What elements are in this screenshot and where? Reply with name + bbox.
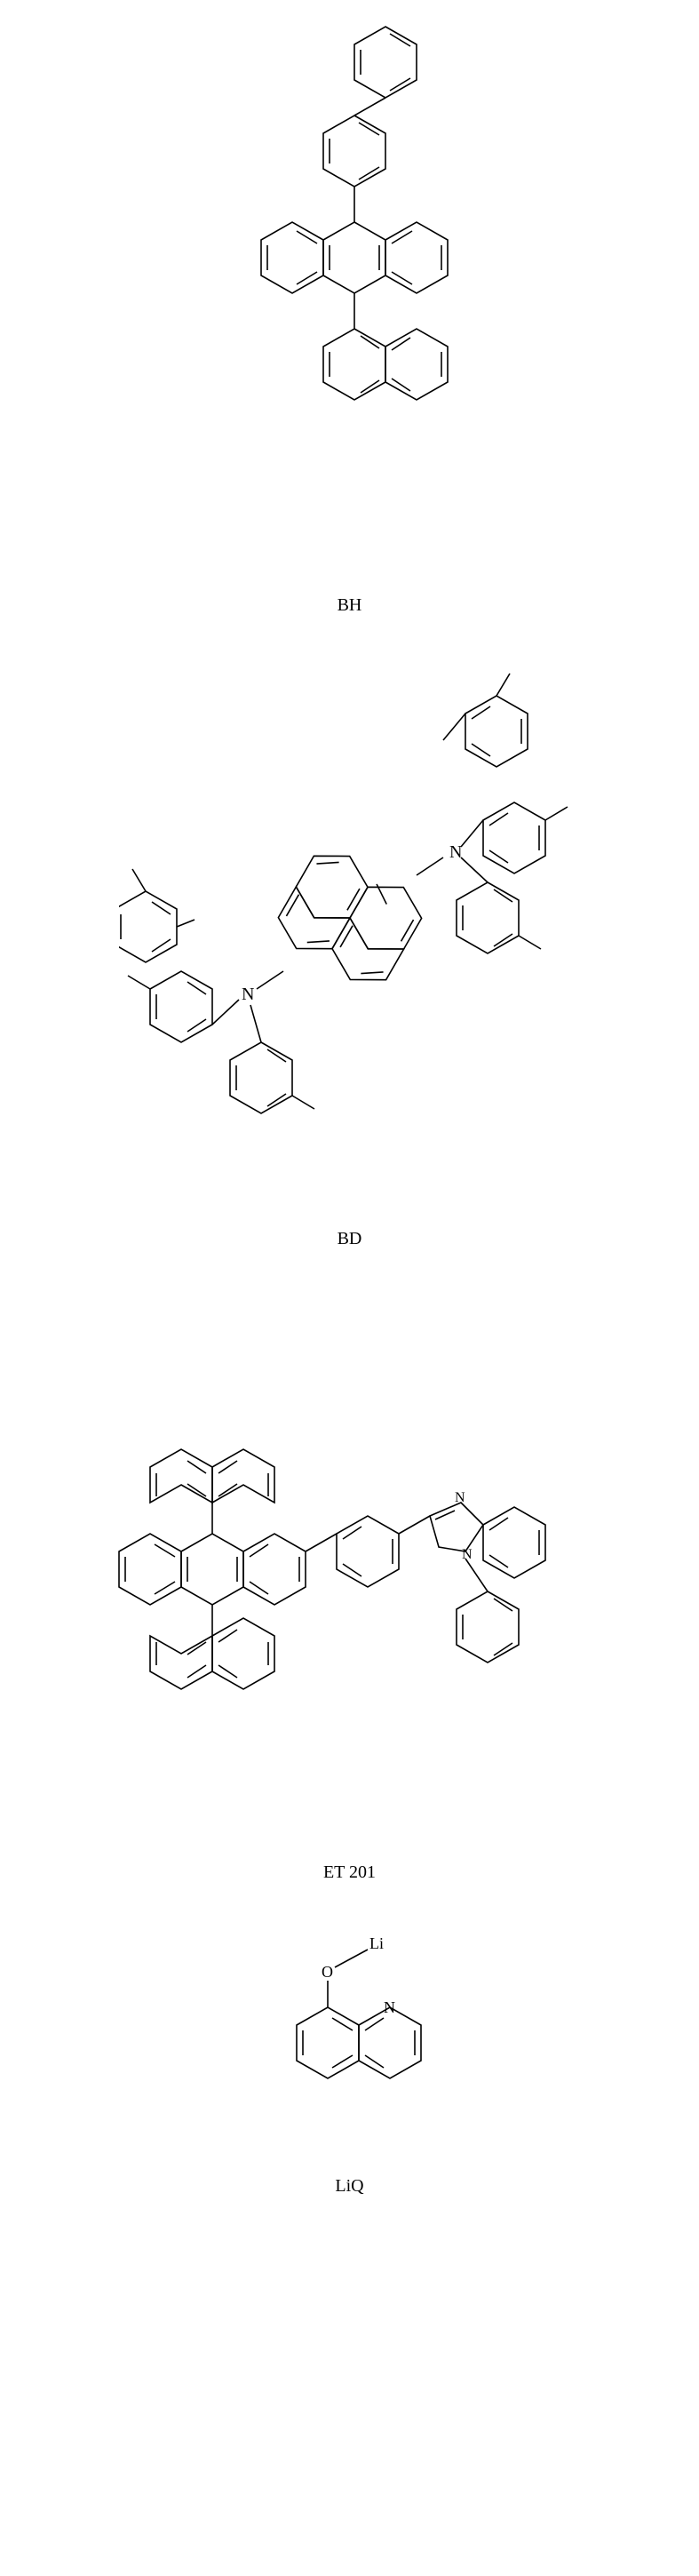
svg-text:N: N xyxy=(449,842,462,862)
svg-text:N: N xyxy=(242,985,254,1004)
structure-liq: N O Li xyxy=(234,1918,465,2167)
svg-text:O: O xyxy=(322,1963,333,1981)
svg-text:Li: Li xyxy=(369,1934,384,1952)
label-bd: BD xyxy=(18,1229,681,1249)
compound-bh: BH xyxy=(18,18,681,616)
label-et201: ET 201 xyxy=(18,1862,681,1883)
compound-et201: N N ET 201 xyxy=(18,1285,681,1883)
structure-bh xyxy=(208,18,492,586)
structure-bd: N N xyxy=(119,651,581,1220)
label-bh: BH xyxy=(18,595,681,616)
compound-bd: N N BD xyxy=(18,651,681,1249)
structure-et201: N N xyxy=(48,1285,652,1854)
svg-text:N: N xyxy=(384,1998,395,2016)
svg-text:N: N xyxy=(455,1490,465,1505)
compound-liq: N O Li LiQ xyxy=(18,1918,681,2197)
svg-text:N: N xyxy=(462,1547,473,1562)
label-liq: LiQ xyxy=(18,2176,681,2197)
